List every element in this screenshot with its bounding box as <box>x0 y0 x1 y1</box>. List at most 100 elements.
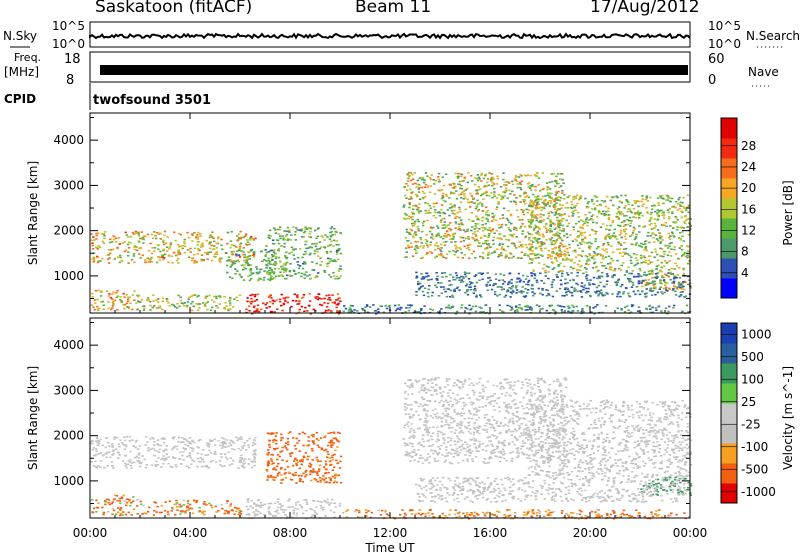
velocity-cell <box>168 500 172 502</box>
power-cell <box>127 254 130 257</box>
power-cell <box>455 277 459 279</box>
velocity-cell <box>96 444 100 446</box>
power-cell <box>579 233 582 236</box>
power-cell <box>157 248 160 251</box>
power-cell <box>269 294 272 296</box>
freq-panel <box>89 51 691 83</box>
power-cell <box>93 299 97 301</box>
velocity-cell <box>237 438 240 440</box>
power-cell <box>521 246 524 248</box>
power-cell <box>438 215 442 217</box>
power-cell <box>496 286 499 288</box>
velocity-cell <box>315 513 319 515</box>
power-cell <box>625 271 628 273</box>
power-cell <box>215 242 218 245</box>
velocity-cell <box>401 509 404 511</box>
power-cell <box>477 245 480 247</box>
power-cell <box>487 277 490 279</box>
power-cell <box>268 273 271 276</box>
power-cell <box>653 204 656 207</box>
velocity-cell <box>188 466 191 469</box>
velocity-cell <box>267 460 270 462</box>
power-cell <box>312 308 315 311</box>
power-cell <box>214 256 217 258</box>
velocity-cell <box>247 444 250 446</box>
power-cell <box>547 215 551 217</box>
power-cell <box>654 225 657 227</box>
velocity-cell <box>91 449 94 451</box>
power-cell <box>532 193 535 196</box>
power-cell <box>408 231 411 234</box>
power-cell <box>460 279 464 281</box>
velocity-cell <box>272 432 275 435</box>
velocity-cell <box>280 467 283 469</box>
velocity-cell <box>147 450 150 452</box>
power-cell <box>497 202 500 204</box>
velocity-cell <box>123 436 126 439</box>
power-cell <box>205 252 208 254</box>
power-cell <box>570 201 573 203</box>
power-cell <box>620 232 623 234</box>
power-cell <box>687 211 690 214</box>
power-cell <box>96 256 99 259</box>
power-cell <box>493 214 496 217</box>
power-cell <box>563 265 566 268</box>
power-cell <box>611 293 614 295</box>
power-cell <box>377 311 380 313</box>
power-cell <box>644 262 647 264</box>
power-cell <box>238 294 242 297</box>
power-cell <box>565 202 569 204</box>
power-cell <box>142 238 145 241</box>
power-cell <box>657 305 661 307</box>
power-cell <box>106 258 110 261</box>
power-cell <box>531 201 534 204</box>
power-cell <box>601 254 604 257</box>
velocity-cell <box>203 513 206 516</box>
power-cell <box>152 294 155 296</box>
power-cell <box>474 289 477 292</box>
power-cell <box>476 199 479 202</box>
velocity-cell <box>175 499 178 502</box>
power-cell <box>660 270 663 273</box>
power-cell <box>583 267 587 269</box>
power-cell <box>607 210 610 212</box>
power-cell <box>421 276 425 278</box>
power-cell <box>490 180 493 182</box>
power-cell <box>251 312 254 315</box>
power-cell <box>619 230 623 232</box>
velocity-cell <box>332 481 335 484</box>
power-cell <box>186 301 190 303</box>
power-cell <box>495 183 499 185</box>
velocity-cell <box>158 444 161 447</box>
velocity-cell <box>243 442 247 444</box>
power-cell <box>684 222 687 225</box>
power-cell <box>123 307 126 310</box>
power-cell <box>555 191 558 193</box>
power-cell <box>513 243 516 245</box>
power-cell <box>93 308 96 311</box>
velocity-cell <box>106 451 109 454</box>
power-cell <box>634 202 637 205</box>
power-cell <box>661 276 664 279</box>
velocity-cell <box>95 436 99 439</box>
power-cell <box>309 227 312 230</box>
power-cell <box>579 197 582 200</box>
power-cell <box>286 261 289 264</box>
power-cell <box>413 223 416 225</box>
power-cell <box>486 243 489 246</box>
velocity-cell <box>253 439 256 441</box>
power-cell <box>563 250 567 252</box>
velocity-cell <box>118 497 122 500</box>
power-cell <box>639 254 643 257</box>
power-cell <box>133 299 136 301</box>
power-cell <box>688 222 691 224</box>
power-cell <box>211 231 214 233</box>
power-cell <box>99 260 102 262</box>
power-cell <box>265 245 268 247</box>
power-cell <box>656 209 659 211</box>
power-cell <box>669 225 672 227</box>
power-cell <box>92 239 96 242</box>
velocity-cell <box>214 451 217 453</box>
velocity-cell <box>174 503 178 505</box>
power-cell <box>115 296 118 298</box>
